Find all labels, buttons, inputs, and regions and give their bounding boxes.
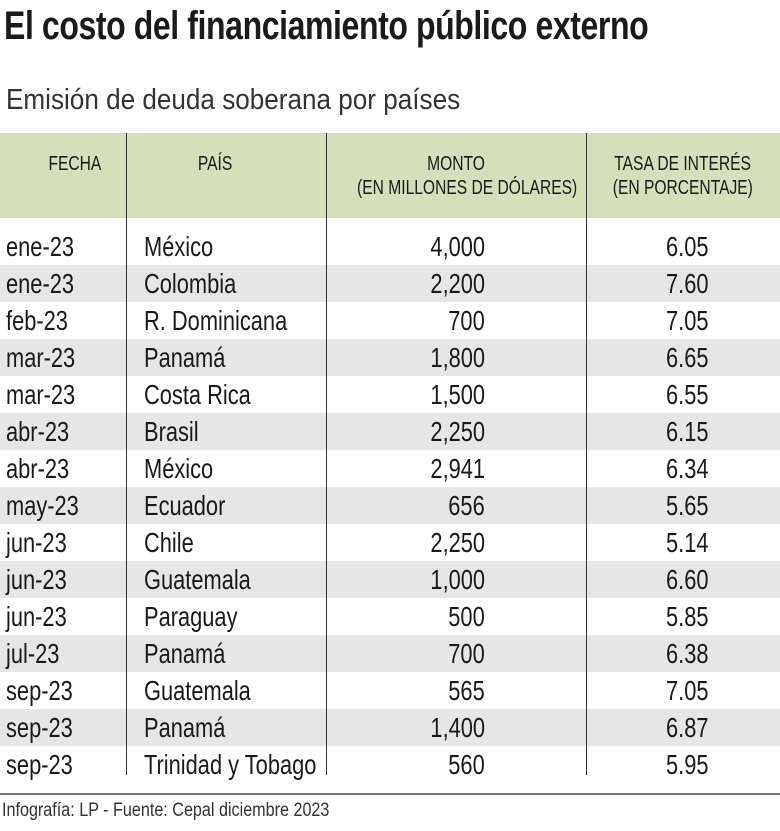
cell-tasa: 6.87 xyxy=(665,712,708,743)
cell-tasa: 6.60 xyxy=(665,564,708,595)
cell-monto: 560 xyxy=(448,749,485,780)
cell-fecha: jun-23 xyxy=(6,527,67,558)
table-row: jun-23 Guatemala 1,000 6.60 xyxy=(0,561,780,598)
table-row: mar-23 Panamá 1,800 6.65 xyxy=(0,339,780,376)
cell-fecha: ene-23 xyxy=(6,268,75,299)
cell-pais: Ecuador xyxy=(144,490,226,521)
cell-monto: 1,000 xyxy=(430,564,485,595)
cell-pais: Colombia xyxy=(144,268,237,299)
cell-tasa: 7.60 xyxy=(665,268,708,299)
cell-fecha: ene-23 xyxy=(6,231,75,262)
cell-pais: Panamá xyxy=(144,712,226,743)
table-row: ene-23 México 4,000 6.05 xyxy=(0,228,780,265)
cell-tasa: 6.65 xyxy=(665,342,708,373)
cell-tasa: 6.05 xyxy=(665,231,708,262)
cell-pais: Panamá xyxy=(144,638,226,669)
column-divider xyxy=(326,133,327,775)
table-row: abr-23 Brasil 2,250 6.15 xyxy=(0,413,780,450)
cell-monto: 1,500 xyxy=(430,379,485,410)
cell-pais: Panamá xyxy=(144,342,226,373)
column-divider xyxy=(126,133,127,775)
cell-fecha: sep-23 xyxy=(6,675,73,706)
header-monto: MONTO (EN MILLONES DE DÓLARES) xyxy=(357,153,578,199)
table-row: sep-23 Panamá 1,400 6.87 xyxy=(0,709,780,746)
cell-pais: R. Dominicana xyxy=(144,305,288,336)
cell-pais: Guatemala xyxy=(144,564,251,595)
cell-fecha: abr-23 xyxy=(6,416,70,447)
cell-monto: 2,941 xyxy=(430,453,485,484)
cell-monto: 1,800 xyxy=(430,342,485,373)
header-pais: PAÍS xyxy=(197,153,233,175)
table-row: mar-23 Costa Rica 1,500 6.55 xyxy=(0,376,780,413)
cell-fecha: sep-23 xyxy=(6,749,73,780)
table-row: feb-23 R. Dominicana 700 7.05 xyxy=(0,302,780,339)
cell-monto: 2,200 xyxy=(430,268,485,299)
cell-tasa: 5.14 xyxy=(665,527,708,558)
cell-fecha: may-23 xyxy=(6,490,79,521)
cell-pais: Trinidad y Tobago xyxy=(144,749,317,780)
table-row: ene-23 Colombia 2,200 7.60 xyxy=(0,265,780,302)
header-tasa: TASA DE INTERÉS (EN PORCENTAJE) xyxy=(612,153,754,199)
cell-monto: 700 xyxy=(448,638,485,669)
subtitle: Emisión de deuda soberana por países xyxy=(6,84,461,116)
title: El costo del financiamiento público exte… xyxy=(4,4,649,48)
cell-tasa: 6.15 xyxy=(665,416,708,447)
cell-tasa: 7.05 xyxy=(665,675,708,706)
cell-fecha: jul-23 xyxy=(6,638,60,669)
cell-fecha: jun-23 xyxy=(6,601,67,632)
cell-pais: Brasil xyxy=(144,416,199,447)
cell-tasa: 7.05 xyxy=(665,305,708,336)
cell-tasa: 5.85 xyxy=(665,601,708,632)
footer-rule xyxy=(0,793,780,795)
cell-fecha: mar-23 xyxy=(6,379,76,410)
cell-fecha: mar-23 xyxy=(6,342,76,373)
header-fecha: FECHA xyxy=(48,153,102,175)
column-divider xyxy=(586,133,587,775)
cell-tasa: 6.38 xyxy=(665,638,708,669)
cell-monto: 1,400 xyxy=(430,712,485,743)
table-row: jul-23 Panamá 700 6.38 xyxy=(0,635,780,672)
cell-pais: México xyxy=(144,453,214,484)
table-row: may-23 Ecuador 656 5.65 xyxy=(0,487,780,524)
cell-tasa: 6.55 xyxy=(665,379,708,410)
cell-tasa: 5.95 xyxy=(665,749,708,780)
cell-fecha: feb-23 xyxy=(6,305,68,336)
source-note: Infografía: LP - Fuente: Cepal diciembre… xyxy=(2,800,330,821)
cell-fecha: jun-23 xyxy=(6,564,67,595)
cell-fecha: abr-23 xyxy=(6,453,70,484)
table-row: jun-23 Chile 2,250 5.14 xyxy=(0,524,780,561)
cell-pais: Guatemala xyxy=(144,675,251,706)
cell-pais: Paraguay xyxy=(144,601,238,632)
cell-fecha: sep-23 xyxy=(6,712,73,743)
cell-pais: Chile xyxy=(144,527,194,558)
cell-pais: Costa Rica xyxy=(144,379,251,410)
cell-monto: 700 xyxy=(448,305,485,336)
cell-monto: 500 xyxy=(448,601,485,632)
table-header xyxy=(0,133,780,218)
cell-monto: 2,250 xyxy=(430,527,485,558)
cell-tasa: 6.34 xyxy=(665,453,708,484)
cell-monto: 565 xyxy=(448,675,485,706)
table-row: sep-23 Trinidad y Tobago 560 5.95 xyxy=(0,746,780,783)
cell-tasa: 5.65 xyxy=(665,490,708,521)
cell-monto: 2,250 xyxy=(430,416,485,447)
table-row: sep-23 Guatemala 565 7.05 xyxy=(0,672,780,709)
table-row: jun-23 Paraguay 500 5.85 xyxy=(0,598,780,635)
cell-monto: 4,000 xyxy=(430,231,485,262)
table-row: abr-23 México 2,941 6.34 xyxy=(0,450,780,487)
cell-monto: 656 xyxy=(448,490,485,521)
cell-pais: México xyxy=(144,231,214,262)
